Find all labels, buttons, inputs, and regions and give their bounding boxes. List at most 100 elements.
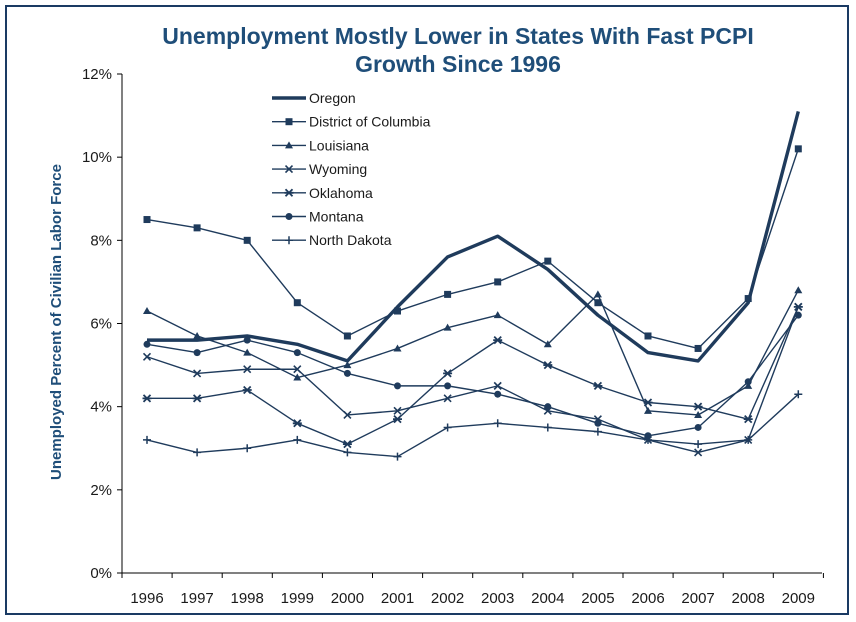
- data-point-xbar-stroke: [793, 302, 803, 312]
- x-tick-label: 2004: [531, 590, 564, 607]
- x-tick-label: 2009: [782, 590, 815, 607]
- data-point-xbar: [142, 394, 152, 403]
- data-point-circle: [644, 432, 652, 440]
- data-point-square: [544, 257, 552, 265]
- x-tick-label: 2005: [581, 590, 614, 607]
- series-line-louisiana: [146, 289, 799, 416]
- legend-item-louisiana: Louisiana: [272, 137, 369, 153]
- data-point-xbar: [284, 188, 294, 197]
- y-tick-label: 10%: [82, 149, 112, 166]
- legend-label: Louisiana: [309, 137, 369, 153]
- data-point-triangle: [393, 344, 402, 352]
- data-point-square: [744, 295, 752, 303]
- legend: Oregon District of Columbia Louisiana Wyomi…: [272, 90, 431, 248]
- x-tick-label: 1998: [231, 590, 264, 607]
- y-tick-label: 8%: [90, 232, 112, 249]
- data-point-plus: [794, 390, 803, 399]
- data-point-circle: [544, 403, 552, 411]
- data-point-circle: [444, 382, 452, 390]
- data-point-triangle: [243, 348, 252, 356]
- data-point-x-stroke: [694, 448, 703, 457]
- series-oklahoma: [142, 302, 803, 449]
- data-point-plus-stroke: [343, 448, 352, 457]
- data-point-plus-stroke: [694, 440, 703, 449]
- x-tick-label: 2000: [331, 590, 364, 607]
- series-line-district-of-columbia: [146, 148, 799, 350]
- data-point-plus: [393, 452, 402, 461]
- data-point-x: [243, 365, 252, 374]
- data-point-square: [644, 332, 652, 340]
- data-point-xbar: [743, 415, 753, 424]
- data-point-circle: [193, 349, 201, 357]
- data-point-triangle: [285, 141, 293, 149]
- data-point-x: [193, 369, 202, 378]
- legend-label: Wyoming: [309, 161, 367, 177]
- data-point-circle: [794, 311, 802, 319]
- data-point-triangle: [493, 311, 502, 319]
- y-axis-label: Unemployed Percent of Civilian Labor For…: [48, 164, 65, 480]
- data-point-x-stroke: [393, 406, 402, 415]
- data-point-x-stroke: [343, 410, 352, 420]
- data-point-xbar-stroke: [443, 369, 453, 378]
- data-point-plus-stroke: [193, 448, 202, 457]
- data-point-plus: [243, 444, 252, 453]
- data-point-circle: [343, 369, 351, 377]
- data-point-plus: [285, 236, 293, 245]
- data-point-xbar-stroke: [543, 360, 553, 370]
- data-point-triangle: [343, 361, 352, 369]
- data-point-xbar: [643, 398, 653, 407]
- data-point-triangle: [293, 373, 302, 381]
- series-montana: [143, 311, 802, 440]
- data-point-plus: [593, 427, 602, 436]
- data-point-plus: [293, 435, 302, 444]
- data-point-xbar-stroke: [142, 394, 152, 403]
- data-point-square: [293, 299, 301, 307]
- data-point-xbar: [593, 381, 603, 391]
- data-point-square: [394, 307, 401, 315]
- data-point-x-stroke: [142, 352, 152, 361]
- data-point-x-stroke: [493, 381, 502, 390]
- data-point-plus-stroke: [493, 419, 502, 428]
- data-point-square: [343, 332, 351, 340]
- data-point-x-stroke: [443, 394, 452, 403]
- x-tick-label: 2008: [732, 590, 765, 607]
- data-point-triangle: [443, 323, 452, 331]
- data-point-xbar-stroke: [242, 385, 252, 395]
- data-point-x: [393, 406, 402, 415]
- data-point-plus-stroke: [143, 435, 151, 444]
- series-line-montana: [146, 314, 799, 437]
- data-point-plus-stroke: [794, 390, 803, 399]
- data-point-square: [794, 145, 802, 153]
- data-point-circle: [285, 213, 293, 220]
- data-point-x: [493, 381, 502, 390]
- data-point-plus-stroke: [293, 435, 302, 444]
- data-point-square: [444, 290, 452, 298]
- data-point-triangle: [143, 307, 151, 315]
- chart-title-line-1: Unemployment Mostly Lower in States With…: [162, 23, 754, 49]
- data-point-xbar-stroke: [292, 419, 302, 428]
- legend-label: Montana: [309, 209, 364, 225]
- data-point-x: [343, 410, 352, 420]
- data-point-xbar: [342, 439, 352, 449]
- data-point-x: [142, 352, 152, 361]
- data-point-plus-stroke: [285, 236, 293, 245]
- data-point-triangle: [193, 331, 202, 339]
- legend-item-wyoming: Wyoming: [272, 161, 367, 177]
- data-point-square: [243, 236, 251, 244]
- data-point-xbar-stroke: [393, 415, 402, 424]
- y-tick-label: 2%: [90, 482, 112, 499]
- data-point-x: [293, 365, 302, 374]
- data-point-triangle: [543, 340, 552, 348]
- legend-label: Oregon: [309, 90, 356, 106]
- legend-item-oklahoma: Oklahoma: [272, 185, 373, 201]
- legend-label: District of Columbia: [309, 114, 431, 130]
- data-point-circle: [494, 390, 502, 398]
- data-point-plus: [193, 448, 202, 457]
- data-point-xbar: [393, 415, 402, 424]
- series-district-of-columbia: [143, 145, 802, 352]
- data-point-xbar: [693, 402, 703, 411]
- data-point-xbar: [242, 385, 252, 395]
- series-north-dakota: [143, 390, 803, 461]
- data-point-xbar-stroke: [342, 439, 352, 449]
